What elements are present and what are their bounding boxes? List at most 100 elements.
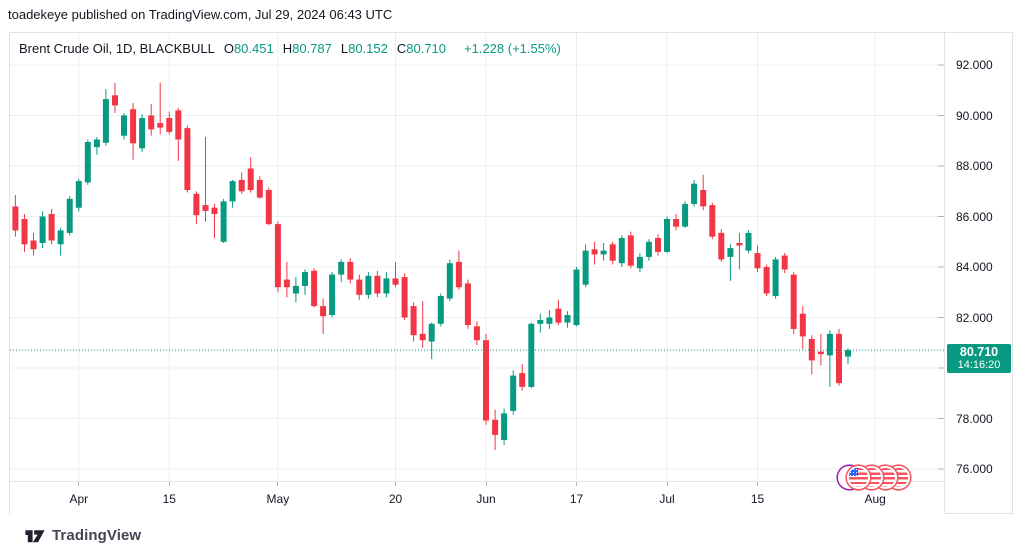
candle bbox=[383, 272, 390, 298]
flag-canton bbox=[848, 468, 858, 476]
current-price-tag: 80.710 14:16:20 bbox=[947, 344, 1011, 374]
time-tick bbox=[78, 482, 80, 486]
candle bbox=[283, 261, 290, 298]
candle bbox=[636, 253, 643, 273]
candle bbox=[763, 264, 770, 296]
candle bbox=[193, 191, 200, 225]
candle bbox=[582, 244, 589, 288]
candle bbox=[483, 333, 489, 425]
candle bbox=[12, 195, 19, 237]
candle bbox=[501, 408, 508, 445]
price-axis-label: 90.000 bbox=[956, 108, 993, 123]
ohlc-letter: H bbox=[282, 41, 293, 56]
candle bbox=[546, 309, 553, 329]
candle bbox=[112, 82, 118, 113]
ohlc-values: O80.451 H80.787 L80.152 C80.710 bbox=[224, 41, 455, 56]
current-price-value: 80.710 bbox=[959, 345, 999, 360]
candle bbox=[709, 202, 716, 240]
candle bbox=[121, 113, 127, 140]
tradingview-footer[interactable]: TradingView bbox=[24, 524, 141, 546]
us-flag-event-icon[interactable] bbox=[846, 466, 870, 489]
chart-plot-area[interactable] bbox=[10, 33, 944, 481]
candle bbox=[826, 330, 833, 387]
price-axis-label: 88.000 bbox=[956, 159, 993, 173]
candle bbox=[211, 203, 218, 238]
time-axis-label: Jun bbox=[456, 482, 516, 506]
candlestick-chart bbox=[10, 33, 944, 481]
candle bbox=[401, 273, 408, 320]
candle bbox=[66, 196, 73, 236]
candle bbox=[102, 89, 109, 146]
time-axis-label: 20 bbox=[366, 482, 426, 506]
time-axis-label: 15 bbox=[139, 482, 199, 506]
candle bbox=[274, 221, 281, 293]
candle bbox=[691, 179, 698, 207]
price-axis-label: 82.000 bbox=[956, 310, 993, 325]
candle bbox=[130, 102, 137, 160]
candle bbox=[410, 302, 417, 342]
candle bbox=[799, 306, 806, 350]
time-axis-label: Apr bbox=[49, 482, 109, 506]
tradingview-logo-text: TradingView bbox=[52, 526, 142, 544]
time-tick bbox=[757, 482, 758, 486]
candle bbox=[329, 272, 336, 318]
price-axis-label: 92.000 bbox=[956, 58, 993, 72]
ohlc-number: 80.710 bbox=[406, 41, 447, 56]
candle bbox=[428, 322, 435, 360]
candle bbox=[220, 198, 227, 243]
candle bbox=[437, 293, 444, 327]
candle bbox=[781, 253, 788, 274]
time-axis[interactable]: Apr 15 May 20 Jun 17 Jul 15 Aug bbox=[10, 481, 944, 514]
candle bbox=[57, 227, 64, 256]
time-tick bbox=[277, 482, 279, 486]
candle bbox=[21, 214, 28, 252]
ohlc-pair: O80.451 bbox=[224, 41, 274, 56]
time-axis-label: 15 bbox=[728, 482, 788, 506]
price-axis[interactable]: 76.00078.00080.00082.00084.00086.00088.0… bbox=[944, 33, 1012, 513]
candle bbox=[75, 178, 82, 212]
candle bbox=[84, 139, 91, 185]
price-axis-label: 86.000 bbox=[956, 209, 993, 224]
countdown-timer: 14:16:20 bbox=[957, 359, 1001, 372]
change-value: +1.228 (+1.55%) bbox=[464, 41, 561, 56]
candle bbox=[157, 82, 164, 135]
ohlc-number: 80.787 bbox=[292, 41, 332, 56]
candle bbox=[229, 179, 236, 208]
time-tick bbox=[168, 482, 170, 486]
time-tick bbox=[666, 482, 668, 486]
candle bbox=[365, 272, 372, 299]
candle bbox=[591, 241, 598, 265]
candle bbox=[256, 176, 263, 199]
candle bbox=[772, 256, 779, 299]
candle bbox=[510, 370, 517, 415]
time-tick bbox=[485, 482, 487, 486]
candle bbox=[790, 272, 797, 334]
ohlc-pair: H80.787 bbox=[283, 41, 332, 56]
time-axis-label: May bbox=[248, 482, 308, 506]
candle bbox=[736, 232, 743, 270]
candle bbox=[836, 328, 842, 386]
candle bbox=[555, 299, 562, 326]
price-axis-label: 76.000 bbox=[956, 462, 993, 476]
ohlc-letter: C bbox=[396, 41, 407, 56]
ohlc-letter: L bbox=[340, 41, 349, 56]
candle bbox=[718, 229, 725, 262]
attribution-text: toadekeye published on TradingView.com, … bbox=[8, 7, 393, 22]
candle bbox=[320, 298, 327, 334]
candle bbox=[845, 348, 851, 365]
candle bbox=[175, 107, 182, 161]
candle bbox=[564, 311, 571, 328]
ohlc-number: 80.451 bbox=[233, 41, 274, 56]
candle bbox=[700, 174, 707, 211]
candle bbox=[347, 258, 354, 284]
candle bbox=[302, 269, 308, 295]
candle bbox=[93, 137, 100, 155]
candle bbox=[618, 235, 625, 267]
ohlc-letter: O bbox=[223, 41, 234, 56]
candle bbox=[528, 322, 535, 389]
candle bbox=[311, 268, 318, 308]
ohlc-pair: C80.710 bbox=[397, 41, 446, 56]
candle bbox=[727, 244, 734, 281]
candle bbox=[247, 157, 254, 193]
event-badges-cluster bbox=[10, 33, 1012, 513]
